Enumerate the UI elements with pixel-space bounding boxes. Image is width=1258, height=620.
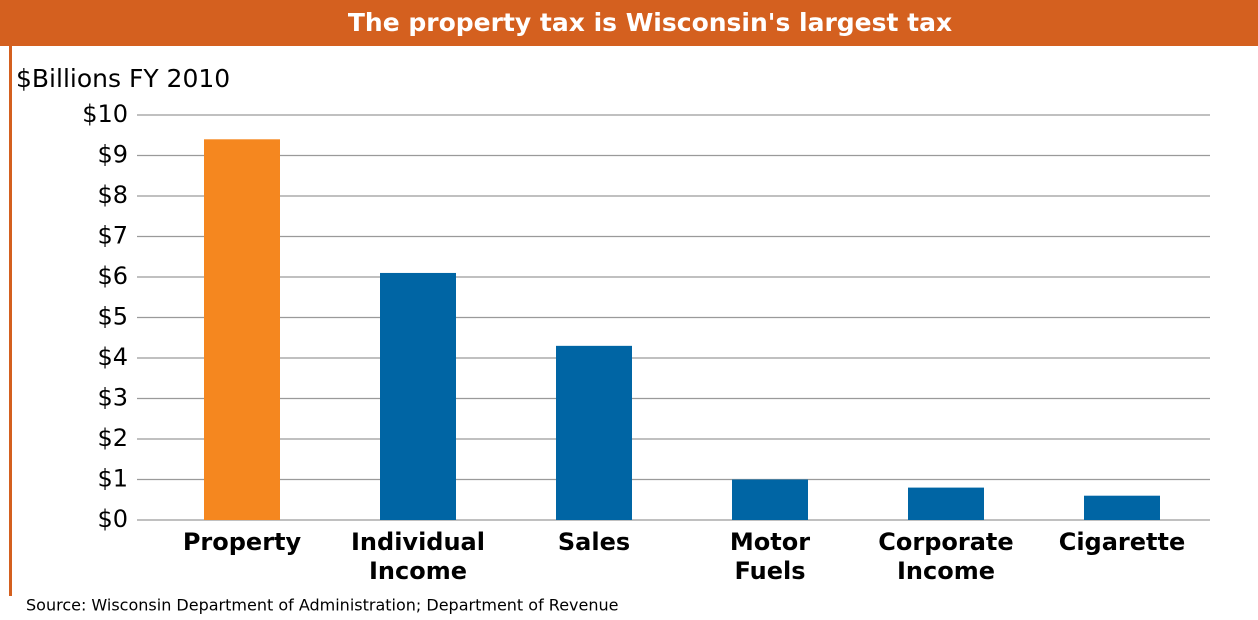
left-border [9,46,12,596]
bar [204,139,280,521]
x-tick-label: Cigarette [1059,528,1186,556]
x-tick-label: Corporate Income [878,528,1013,585]
y-tick-label: $7 [97,222,128,250]
bar [908,487,984,520]
bar [1084,495,1160,520]
source-note: Source: Wisconsin Department of Administ… [26,596,618,615]
y-tick-label: $9 [97,141,128,169]
y-tick-label: $0 [97,505,128,533]
y-tick-label: $3 [97,384,128,412]
x-tick-label: Motor Fuels [730,528,810,585]
title-band [0,0,1258,46]
x-tick-label: Property [183,528,302,556]
y-tick-label: $8 [97,181,128,209]
y-tick-label: $1 [97,465,128,493]
bar [556,345,632,520]
y-tick-label: $2 [97,424,128,452]
x-tick-label: Sales [558,528,630,556]
y-tick-label: $5 [97,303,128,331]
bar [380,272,456,520]
bar [732,479,808,520]
y-tick-label: $10 [82,100,128,128]
y-tick-label: $6 [97,262,128,290]
chart-title: The property tax is Wisconsin's largest … [348,8,952,37]
x-tick-label: Individual Income [351,528,485,585]
y-axis-label: $Billions FY 2010 [16,64,230,93]
y-tick-label: $4 [97,343,128,371]
